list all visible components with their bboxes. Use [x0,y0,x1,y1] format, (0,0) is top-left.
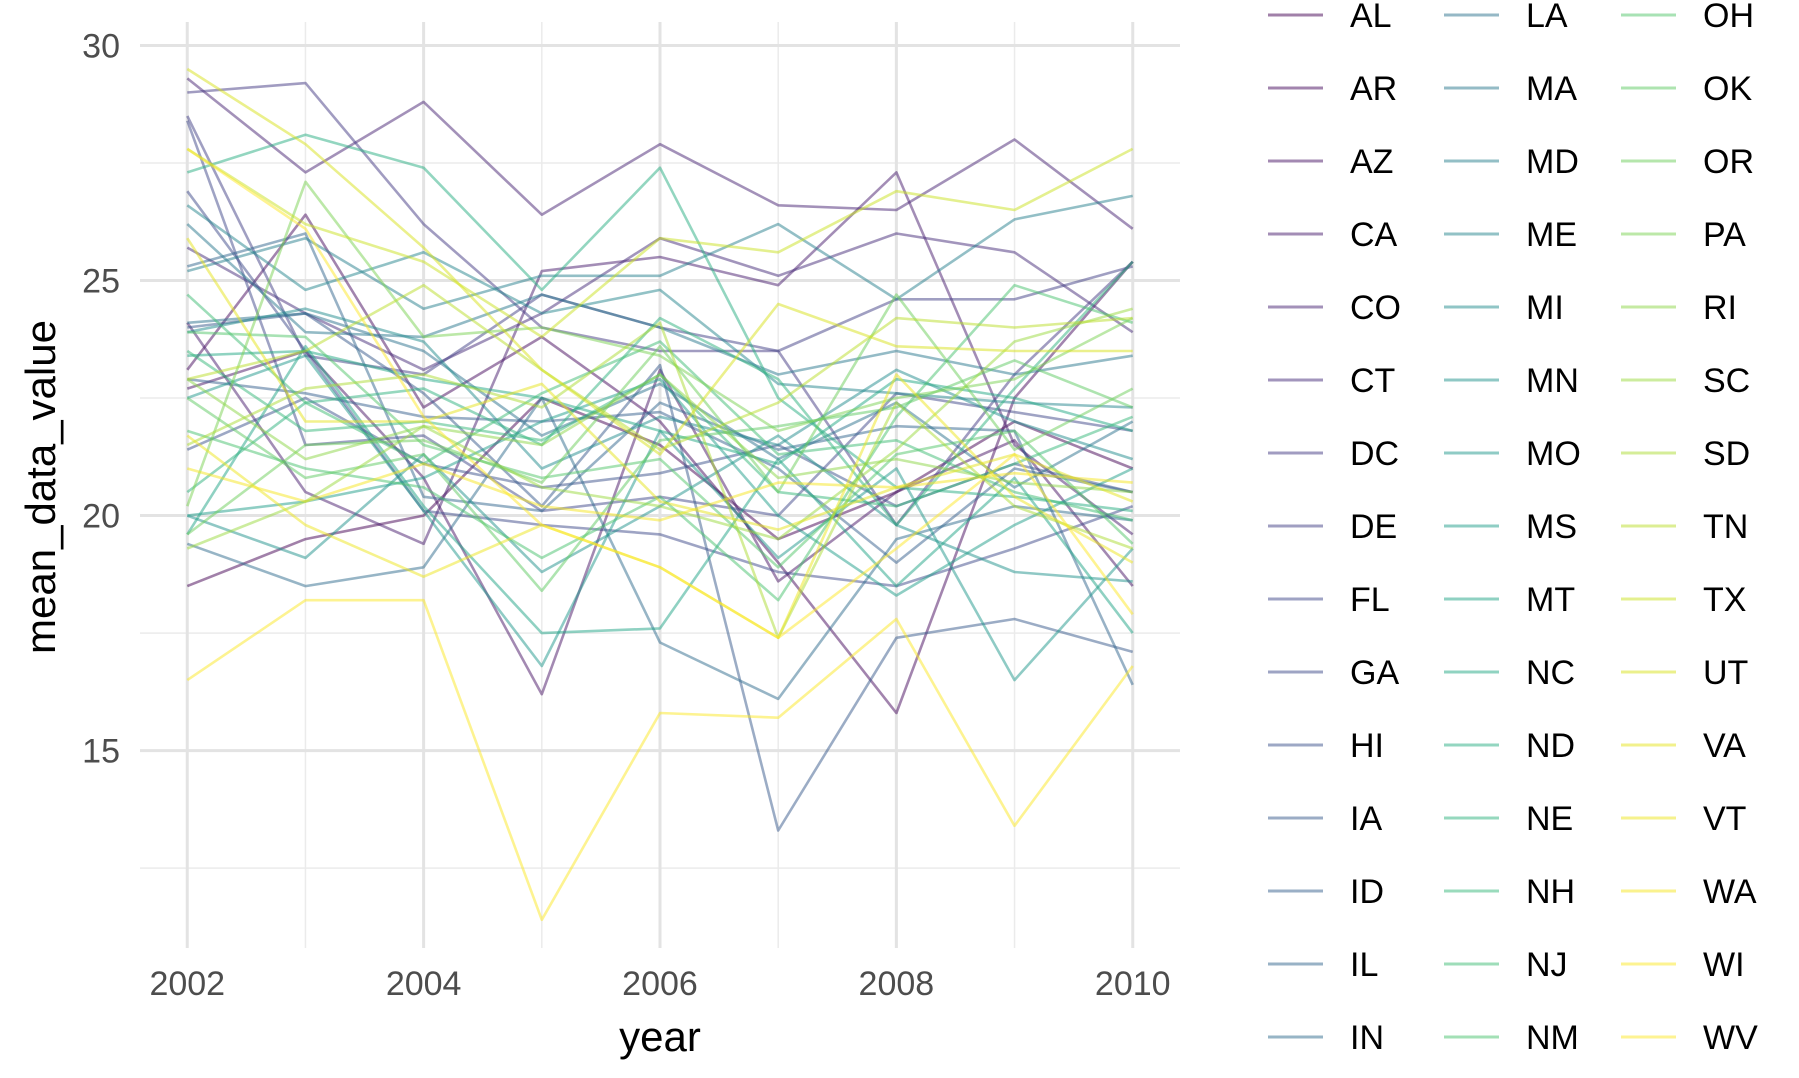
legend-label-VA: VA [1703,727,1746,765]
series-line-CA [186,171,1134,546]
legend: AL AR AZ CA CO CT DC DE FL GA HI IA ID IL IN LA MA MD ME MI… [1268,0,1758,1057]
x-tick-label: 2004 [386,965,462,1003]
legend-label-CO: CO [1350,289,1401,327]
series-line-MS [187,377,1134,597]
legend-label-HI: HI [1350,727,1384,765]
legend-label-CT: CT [1350,362,1395,400]
legend-label-GA: GA [1350,654,1399,692]
y-tick-label: 15 [82,733,120,771]
legend-label-MD: MD [1526,143,1579,181]
series-line-SC [186,307,1134,550]
legend-label-MI: MI [1526,289,1564,327]
series-line-SD [186,321,1134,640]
y-tick-label: 30 [82,28,120,66]
legend-label-MN: MN [1526,362,1579,400]
series-line-MD [186,194,1133,311]
series-line-TX [186,147,1134,339]
legend-label-CA: CA [1350,216,1398,254]
legend-label-DE: DE [1350,508,1397,546]
legend-label-UT: UT [1703,654,1748,692]
legend-label-LA: LA [1526,0,1568,35]
series-line-IN [186,396,1133,701]
legend-label-OH: OH [1703,0,1754,35]
series-line-IL [186,232,1134,686]
y-axis-tick-labels: 15 20 25 30 [82,28,120,771]
legend-label-NH: NH [1526,873,1575,911]
legend-label-TN: TN [1703,508,1748,546]
legend-label-AZ: AZ [1350,143,1393,181]
legend-label-IL: IL [1350,946,1378,984]
series-line-PA [186,180,1134,507]
legend-label-OK: OK [1703,70,1752,108]
series-line-RI [186,373,1133,494]
legend-label-NC: NC [1526,654,1575,692]
y-axis-title: mean_data_value [17,320,64,654]
legend-label-ND: ND [1526,727,1575,765]
legend-label-SD: SD [1703,435,1750,473]
series-line-NC [187,349,1134,466]
x-tick-label: 2010 [1095,965,1171,1003]
legend-label-TX: TX [1703,581,1746,619]
series-line-NM [186,283,1134,602]
legend-label-WI: WI [1703,946,1745,984]
series-line-WI [186,598,1134,922]
series-line-WA [186,462,1133,522]
x-tick-label: 2008 [859,965,935,1003]
series-line-DC [187,81,1134,527]
series-line-OR [186,293,1134,536]
legend-label-ME: ME [1526,216,1577,254]
series-line-TN [186,283,1133,452]
series-line-ND [186,133,1133,513]
y-tick-label: 25 [82,263,120,301]
x-tick-label: 2006 [622,965,698,1003]
series-line-MT [186,344,1134,635]
series-line-AR [186,213,1134,715]
legend-label-NE: NE [1526,800,1573,838]
series-line-NE [186,260,1134,527]
legend-label-NJ: NJ [1526,946,1568,984]
y-tick-label: 20 [82,498,120,536]
series-line-VA [186,237,1134,532]
legend-label-WA: WA [1703,873,1757,911]
legend-label-IA: IA [1350,800,1382,838]
series-line-MI [187,307,1134,470]
series-line-MA [186,223,1133,376]
legend-label-AL: AL [1350,0,1392,35]
legend-label-RI: RI [1703,289,1737,327]
legend-label-IN: IN [1350,1019,1384,1057]
legend-label-MO: MO [1526,435,1581,473]
series-line-IA [187,312,1134,832]
legend-label-VT: VT [1703,800,1746,838]
legend-label-MT: MT [1526,581,1575,619]
legend-label-ID: ID [1350,873,1384,911]
series-line-CO [186,77,1134,230]
legend-label-PA: PA [1703,216,1746,254]
legend-label-SC: SC [1703,362,1750,400]
series-line-WV [186,147,1134,640]
legend-label-MS: MS [1526,508,1577,546]
legend-label-MA: MA [1526,70,1577,108]
grid-lines [140,22,1180,948]
x-axis-tick-labels: 2002 2004 2006 2008 2010 [149,965,1170,1003]
legend-label-OR: OR [1703,143,1754,181]
series-lines [186,67,1134,922]
series-line-LA [187,312,1134,489]
legend-label-WV: WV [1703,1019,1758,1057]
legend-label-AR: AR [1350,70,1397,108]
legend-label-NM: NM [1526,1019,1579,1057]
legend-label-FL: FL [1350,581,1390,619]
legend-label-DC: DC [1350,435,1399,473]
series-line-UT [186,67,1133,456]
x-tick-label: 2002 [149,965,225,1003]
series-line-OH [187,330,1134,569]
series-line-GA [186,190,1134,588]
x-axis-title: year [619,1013,701,1060]
series-line-AL [186,396,1134,588]
